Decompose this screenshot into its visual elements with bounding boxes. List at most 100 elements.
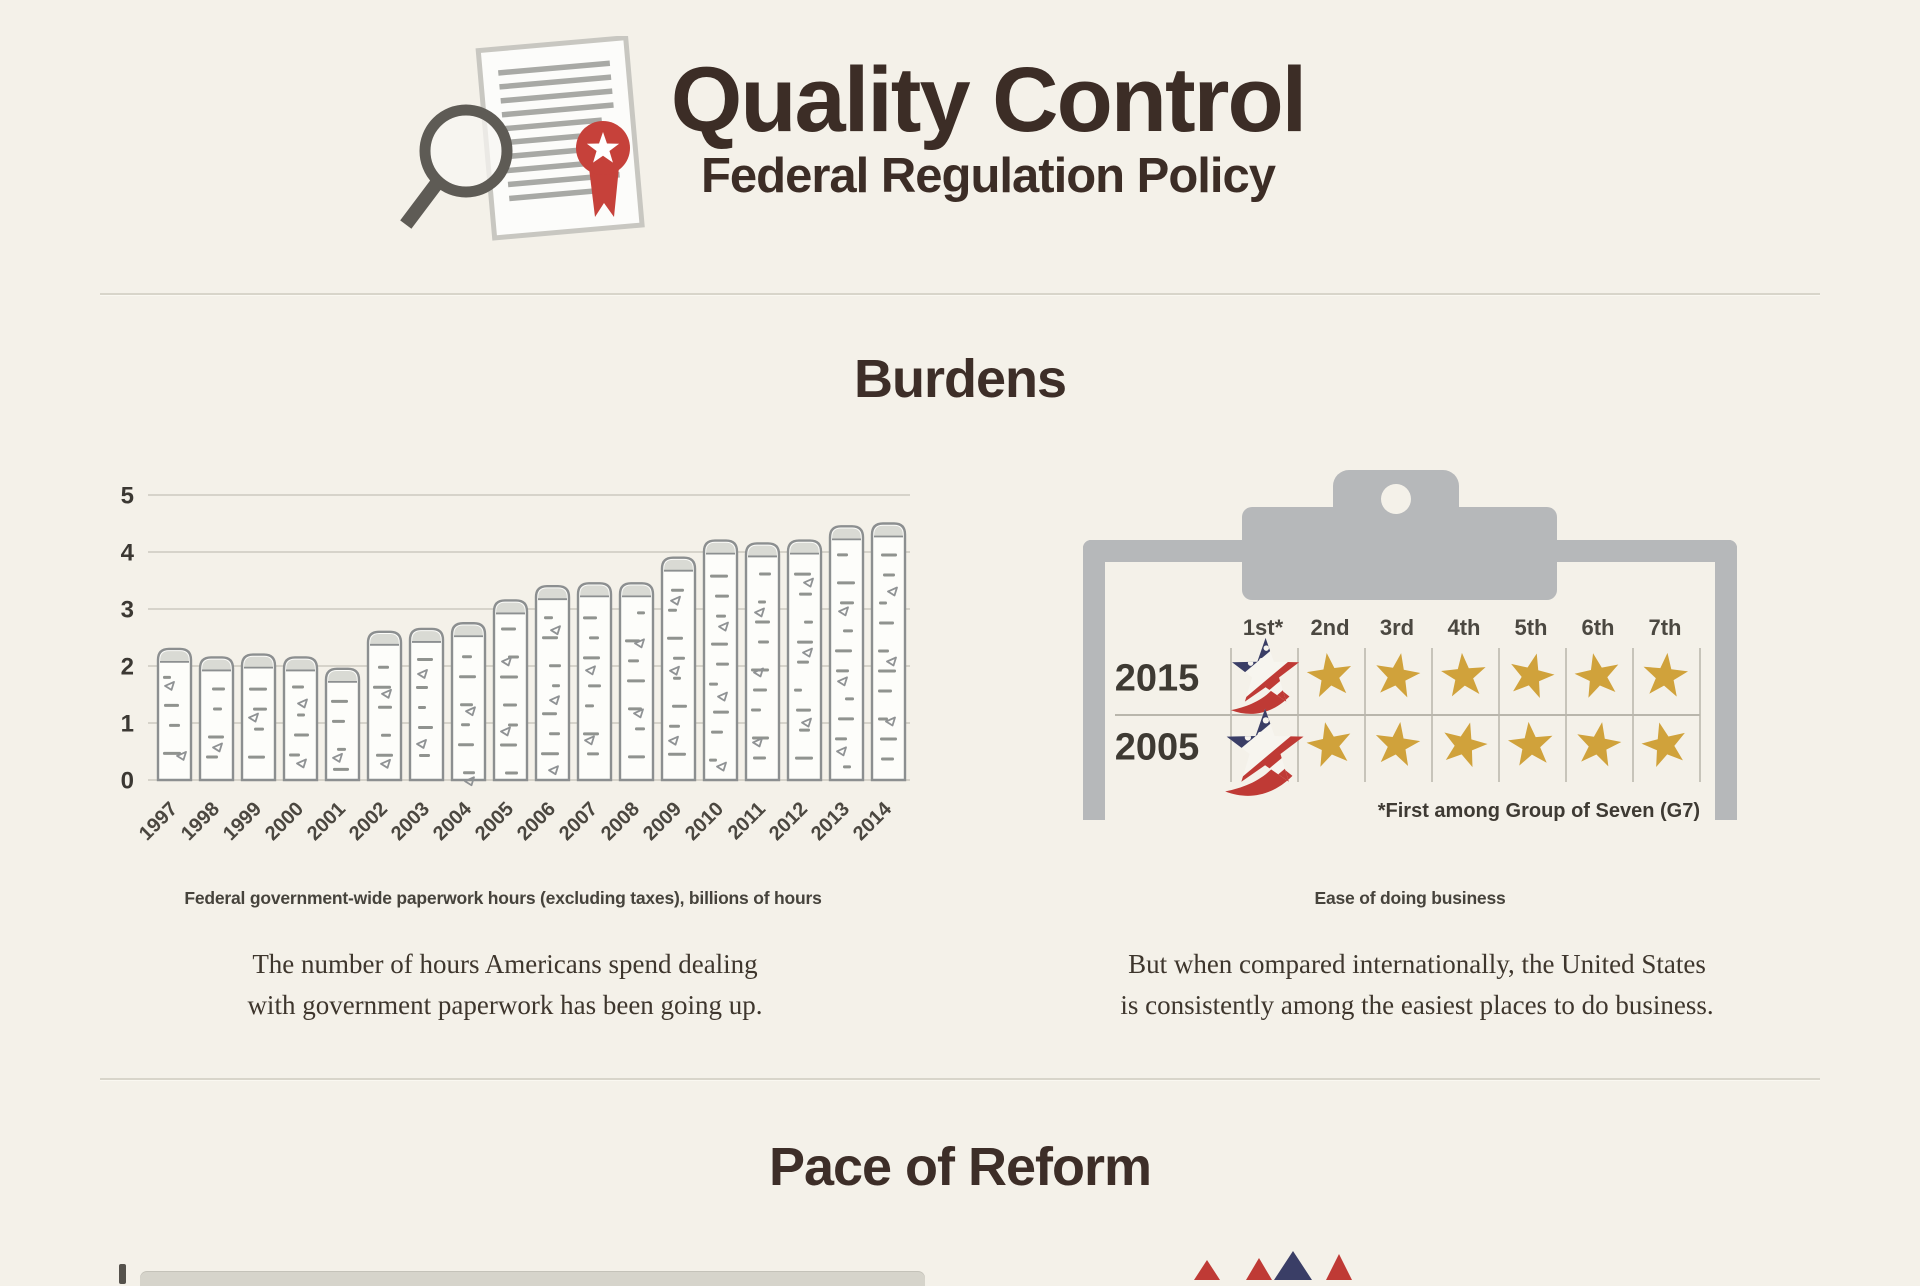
- bar-top-cap: [412, 631, 441, 642]
- bar-1999: [240, 653, 277, 782]
- gold-star-icon: [1640, 650, 1690, 706]
- ease-of-business-summary-text: But when compared internationally, the U…: [1120, 949, 1714, 1020]
- x-axis-label-1997: 1997: [135, 798, 182, 845]
- bar-top-cap: [790, 542, 819, 554]
- x-axis-label-2005: 2005: [471, 798, 518, 845]
- x-axis-label-2000: 2000: [261, 798, 308, 845]
- bar-top-cap: [832, 528, 861, 540]
- rank-table-footnote: *First among Group of Seven (G7): [1377, 800, 1700, 822]
- x-axis-label-2013: 2013: [807, 798, 854, 845]
- us-flag-star-icon: [1222, 709, 1316, 812]
- bar-top-cap: [874, 525, 903, 537]
- bar-top-cap: [748, 545, 777, 557]
- section-divider-top: [100, 293, 1820, 296]
- clipboard-clip-icon: [1242, 507, 1557, 600]
- rank-column-header-2nd: 2nd: [1310, 615, 1350, 640]
- x-axis-label-2014: 2014: [849, 797, 897, 845]
- bar-top-cap: [496, 602, 525, 614]
- gold-star-icon: [1304, 649, 1355, 706]
- bar-top-cap: [538, 588, 567, 600]
- x-axis-label-2008: 2008: [597, 798, 644, 845]
- y-axis-label-1: 1: [121, 710, 134, 737]
- paperwork-chart-caption: Federal government-wide paperwork hours …: [184, 888, 822, 908]
- bar-2005: [492, 599, 529, 782]
- x-axis-label-2007: 2007: [555, 798, 602, 845]
- x-axis-label-2003: 2003: [387, 798, 434, 845]
- bar-top-cap: [202, 659, 231, 671]
- bar-2010: [702, 539, 739, 782]
- x-axis-label-1999: 1999: [219, 798, 266, 845]
- gold-star-icon: [1506, 719, 1556, 775]
- bar-top-cap: [370, 634, 399, 645]
- gold-star-icon: [1303, 717, 1356, 775]
- x-axis-label-2001: 2001: [303, 798, 350, 845]
- bar-top-cap: [454, 625, 483, 637]
- rank-column-header-5th: 5th: [1514, 615, 1548, 640]
- bar-top-cap: [664, 559, 693, 571]
- x-axis-label-2011: 2011: [724, 798, 770, 844]
- bar-2011: [744, 542, 781, 782]
- gold-star-icon: [1572, 718, 1625, 775]
- bar-1998: [198, 656, 235, 782]
- row-label-2015: 2015: [1114, 657, 1200, 700]
- award-ribbon-icon: [576, 121, 630, 217]
- bar-top-cap: [160, 651, 189, 662]
- bar-2012: [786, 539, 823, 782]
- page-title: Quality Control: [670, 49, 1307, 151]
- ease-of-business-caption: Ease of doing business: [1314, 888, 1506, 908]
- y-axis-label-2: 2: [121, 653, 134, 680]
- x-axis-label-2009: 2009: [639, 798, 686, 845]
- bar-top-cap: [580, 585, 609, 597]
- ease-of-business-rank-table: 1st* 2nd 3rd 4th 5th 6th 7th 2015 2005: [1105, 615, 1715, 800]
- bar-2000: [282, 656, 319, 782]
- x-axis-label-2012: 2012: [765, 798, 812, 845]
- gold-star-icon: [1372, 718, 1423, 775]
- document-magnifier-ribbon-icon: [400, 36, 645, 241]
- bar-2013: [828, 525, 865, 782]
- paperwork-bar-chart: 0123451997199819992000200120022003200420…: [121, 482, 910, 845]
- y-axis-label-5: 5: [121, 482, 134, 509]
- bar-top-cap: [706, 542, 735, 554]
- x-axis-label-1998: 1998: [177, 798, 224, 845]
- bar-top-cap: [622, 585, 651, 597]
- x-axis-label-2010: 2010: [681, 798, 728, 845]
- pennant-flags-icon: [1194, 1251, 1352, 1280]
- magnifying-glass-icon: [400, 104, 513, 229]
- y-axis-label-3: 3: [121, 596, 134, 623]
- bar-2001: [324, 667, 361, 782]
- rank-column-header-3rd: 3rd: [1379, 615, 1415, 640]
- paperwork-summary-text: The number of hours Americans spend deal…: [247, 949, 763, 1020]
- next-chart-axis-tick: [119, 1264, 126, 1284]
- bar-2006: [534, 585, 571, 782]
- gold-star-icon: [1571, 648, 1624, 706]
- bar-top-cap: [286, 659, 315, 671]
- bar-2007: [576, 582, 613, 782]
- y-axis-label-4: 4: [121, 539, 135, 566]
- bar-1997: [156, 647, 193, 782]
- bar-2004: [450, 622, 487, 782]
- gold-star-icon: [1439, 650, 1489, 706]
- rank-column-header-6th: 6th: [1581, 615, 1615, 640]
- bar-top-cap: [328, 671, 357, 682]
- page-subtitle: Federal Regulation Policy: [700, 148, 1276, 203]
- bar-2003: [408, 627, 445, 782]
- rank-column-header-4th: 4th: [1447, 615, 1481, 640]
- row-divider: [1115, 714, 1700, 716]
- x-axis-label-2006: 2006: [513, 798, 560, 845]
- y-axis-label-0: 0: [121, 767, 134, 794]
- x-axis-label-2004: 2004: [429, 797, 477, 845]
- next-chart-bar-top: [140, 1272, 925, 1286]
- rank-column-header-1st: 1st*: [1242, 615, 1284, 640]
- header: Quality Control Federal Regulation Polic…: [648, 52, 1328, 202]
- clipboard-clip-hole: [1381, 484, 1411, 514]
- section-divider-bottom: [100, 1078, 1820, 1081]
- x-axis-label-2002: 2002: [345, 798, 392, 845]
- pace-of-reform-heading: Pace of Reform: [768, 1137, 1152, 1197]
- gold-star-icon: [1371, 649, 1424, 706]
- row-label-2005: 2005: [1114, 726, 1200, 769]
- gold-star-icon: [1504, 648, 1559, 706]
- bar-top-cap: [244, 656, 273, 668]
- rank-column-header-7th: 7th: [1648, 615, 1682, 640]
- gold-star-icon: [1637, 717, 1692, 775]
